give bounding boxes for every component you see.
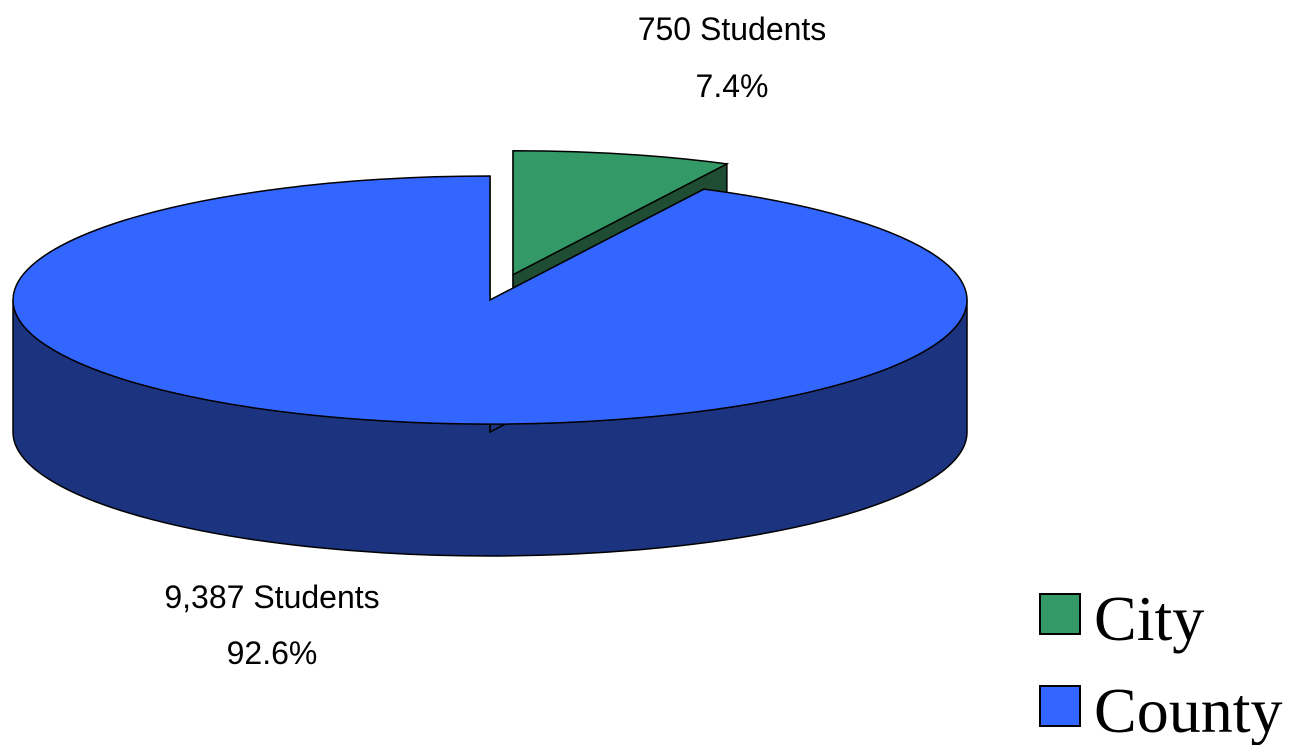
- pie-slices: [12, 149, 968, 557]
- pie-slice-county: [12, 175, 968, 557]
- legend-swatch-city: [1039, 593, 1081, 635]
- county-value-label: 9,387 Students: [164, 579, 379, 615]
- city-value-label: 750 Students: [638, 11, 827, 47]
- legend: City County: [1039, 583, 1282, 745]
- county-percent-label: 92.6%: [227, 635, 318, 671]
- city-percent-label: 7.4%: [696, 68, 769, 104]
- legend-swatch-county: [1039, 685, 1081, 727]
- pie-slice-top-county: [12, 175, 968, 425]
- pie-slice-top-city: [512, 149, 730, 276]
- legend-label-county: County: [1094, 675, 1282, 745]
- legend-label-city: City: [1094, 583, 1204, 654]
